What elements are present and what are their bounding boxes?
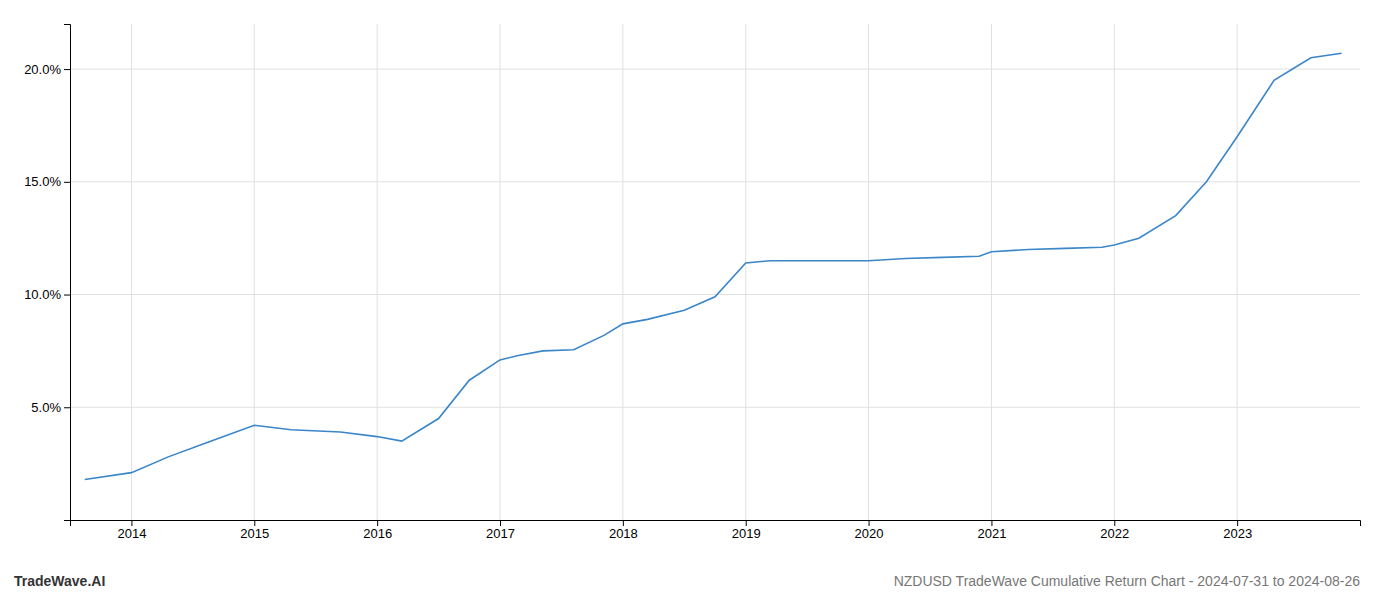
- tick-mark: [64, 69, 70, 70]
- plot-area: 2014 2015 2016 2017 2018 2019 2020 2021 2022 2023…: [24, 24, 1360, 541]
- tick-label: 2014: [117, 526, 146, 541]
- series: [85, 53, 1342, 479]
- y-axis: 5.0% 10.0% 15.0% 20.0%: [24, 25, 70, 521]
- grid-line: [377, 24, 378, 520]
- tick-mark: [991, 520, 992, 526]
- grid-line: [991, 24, 992, 520]
- tick: 2017: [486, 520, 515, 541]
- grid-line: [70, 181, 1360, 182]
- tick-label: 2021: [977, 526, 1006, 541]
- tick-label: 2017: [486, 526, 515, 541]
- tick-mark: [64, 407, 70, 408]
- title: NZDUSD TradeWave Cumulative Return Chart…: [894, 573, 1361, 589]
- tick-mark: [131, 520, 132, 526]
- axis-line: [71, 521, 1361, 527]
- axis-line: [64, 25, 71, 521]
- tick-label: 2018: [609, 526, 638, 541]
- tick: 2016: [363, 520, 392, 541]
- chart: 2014 2015 2016 2017 2018 2019 2020 2021 2022 2023…: [0, 0, 1400, 600]
- tick-label: 2023: [1223, 526, 1252, 541]
- tick: 10.0%: [24, 287, 70, 302]
- tick-mark: [869, 520, 870, 526]
- tick: 20.0%: [24, 62, 70, 77]
- tick: 2020: [855, 520, 884, 541]
- grid-line: [868, 24, 869, 520]
- grid: [70, 24, 1360, 520]
- grid-line: [745, 24, 746, 520]
- tick-label: 2022: [1100, 526, 1129, 541]
- tick: 2022: [1100, 520, 1129, 541]
- grid-line: [1237, 24, 1238, 520]
- grid-line: [500, 24, 501, 520]
- line: [85, 53, 1342, 479]
- tick-mark: [64, 182, 70, 183]
- tick-label: 2016: [363, 526, 392, 541]
- tick: 2015: [240, 520, 269, 541]
- x-axis: 2014 2015 2016 2017 2018 2019 2020 2021 2022 2023: [71, 520, 1361, 541]
- tick-mark: [254, 520, 255, 526]
- tick-label: 20.0%: [24, 62, 61, 77]
- tick-mark: [1114, 520, 1115, 526]
- grid-line: [131, 24, 132, 520]
- tick-label: 5.0%: [31, 400, 61, 415]
- tick: 15.0%: [24, 174, 70, 189]
- grid-line: [254, 24, 255, 520]
- grid-line: [1114, 24, 1115, 520]
- tick: 2018: [609, 520, 638, 541]
- tick-mark: [64, 295, 70, 296]
- tick-label: 10.0%: [24, 287, 61, 302]
- tick: 2014: [117, 520, 146, 541]
- tick-mark: [746, 520, 747, 526]
- tick: 5.0%: [31, 400, 70, 415]
- tick-label: 2020: [855, 526, 884, 541]
- tick-mark: [623, 520, 624, 526]
- grid-line: [622, 24, 623, 520]
- tick: 2023: [1223, 520, 1252, 541]
- tick-mark: [377, 520, 378, 526]
- grid-line: [70, 294, 1360, 295]
- tick-label: 2015: [240, 526, 269, 541]
- tick: 2021: [977, 520, 1006, 541]
- tick: 2019: [732, 520, 761, 541]
- tick-label: 2019: [732, 526, 761, 541]
- grid-line: [70, 407, 1360, 408]
- watermark: TradeWave.AI: [14, 573, 105, 589]
- grid-line: [70, 69, 1360, 70]
- tick-mark: [1237, 520, 1238, 526]
- tick-mark: [500, 520, 501, 526]
- tick-label: 15.0%: [24, 174, 61, 189]
